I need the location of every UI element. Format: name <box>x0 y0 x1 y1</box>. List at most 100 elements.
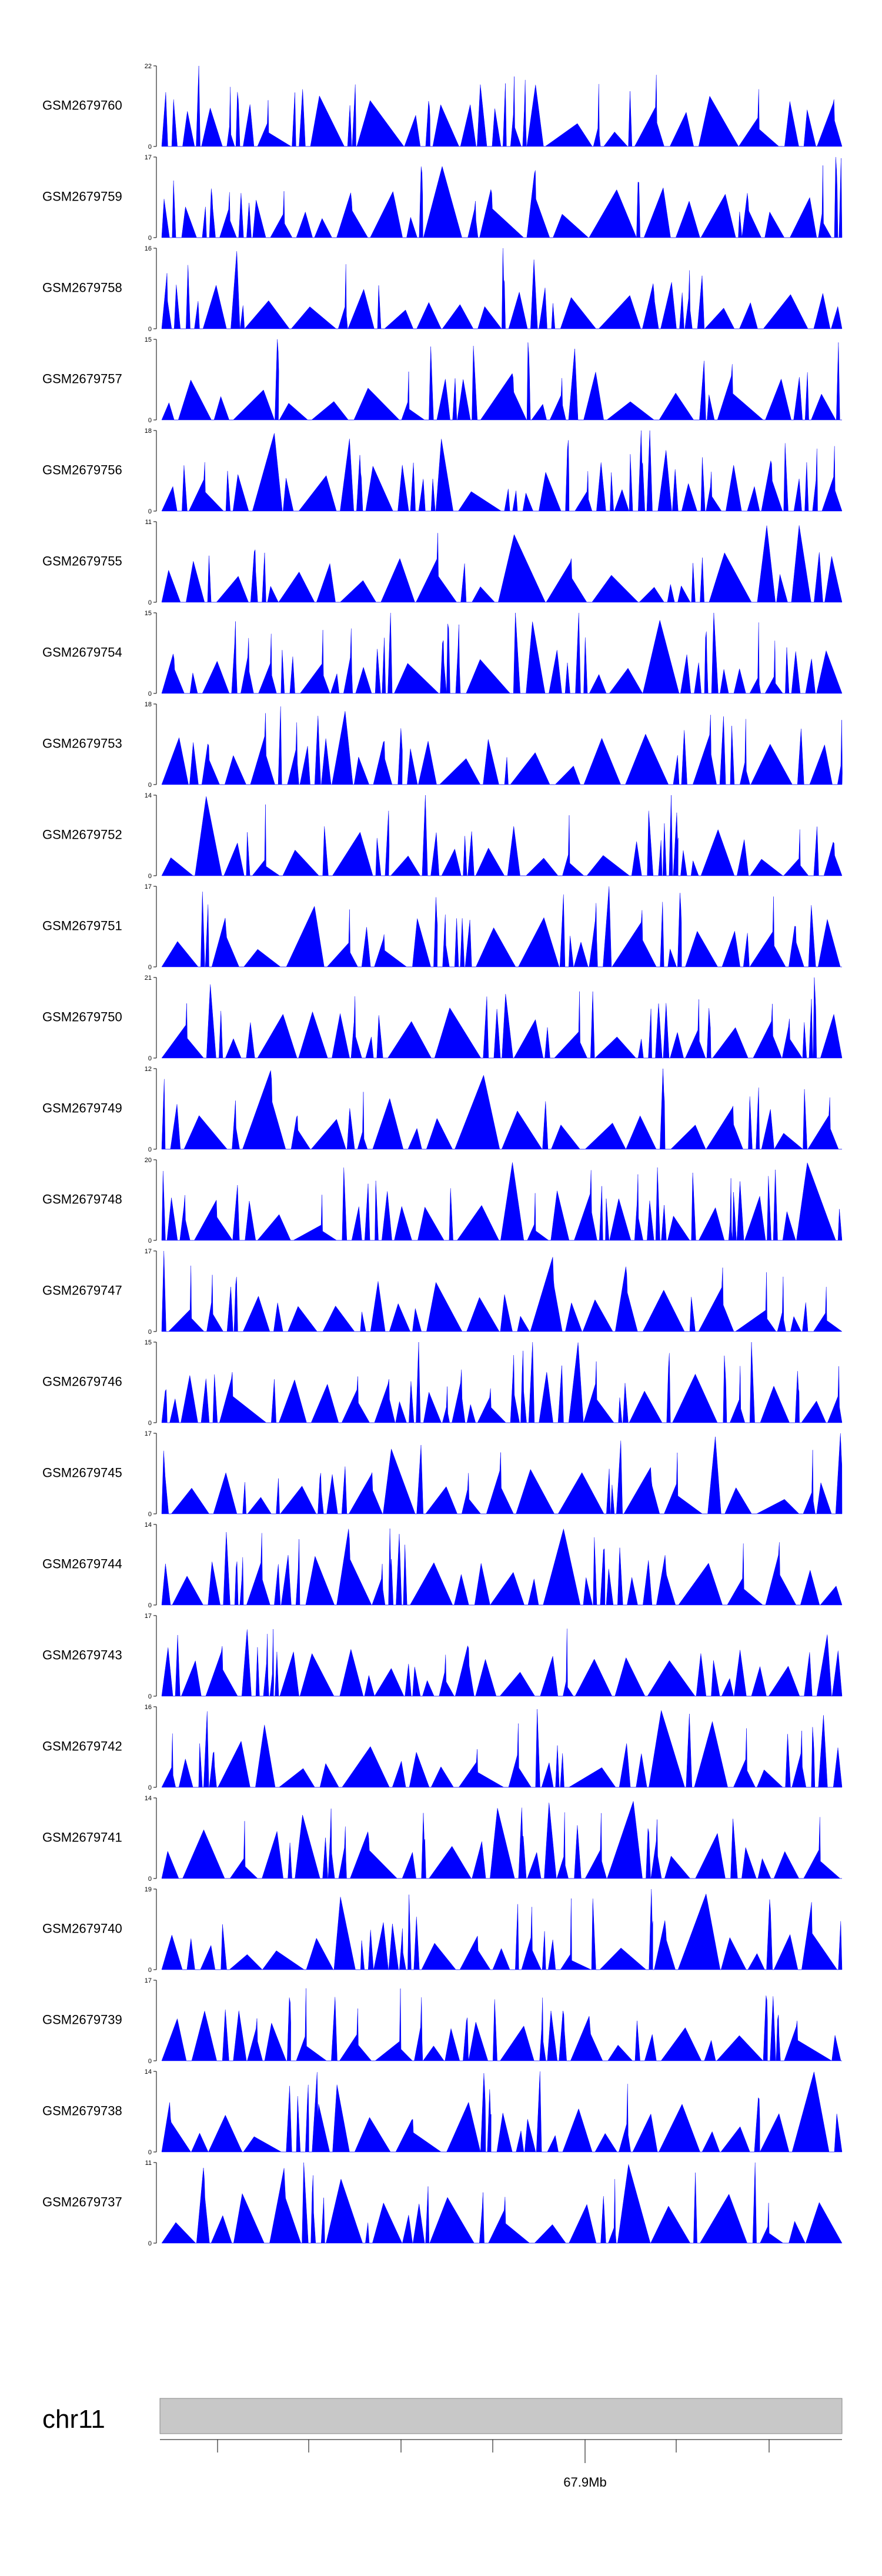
track-label: GSM2679756 <box>42 462 122 477</box>
track-label: GSM2679757 <box>42 371 122 386</box>
coverage-area <box>161 1888 843 1970</box>
coverage-area <box>161 1068 842 1150</box>
track-GSM2679741: GSM2679741 14 0 <box>42 1795 842 1883</box>
track-GSM2679748: GSM2679748 20 0 <box>42 1157 843 1244</box>
y-min-label: 0 <box>148 873 152 880</box>
coverage-area <box>161 1250 843 1332</box>
coverage-area <box>161 1988 842 2061</box>
track-label: GSM2679744 <box>42 1556 122 1571</box>
track-GSM2679750: GSM2679750 21 0 <box>42 975 843 1062</box>
coverage-area <box>161 525 843 603</box>
track-GSM2679746: GSM2679746 15 0 <box>42 1339 843 1427</box>
y-max-label: 17 <box>145 154 152 161</box>
y-min-label: 0 <box>148 1146 152 1153</box>
y-max-label: 12 <box>145 1066 152 1073</box>
y-max-label: 11 <box>145 2160 152 2167</box>
track-label: GSM2679759 <box>42 189 122 203</box>
coverage-area <box>161 156 843 238</box>
track-label: GSM2679743 <box>42 1647 122 1662</box>
y-max-label: 14 <box>145 1795 152 1802</box>
track-GSM2679752: GSM2679752 14 0 <box>42 792 843 880</box>
y-min-label: 0 <box>148 2058 152 2065</box>
y-max-label: 22 <box>145 63 152 70</box>
tracks-group: GSM2679760220GSM2679759170GSM2679758160G… <box>42 63 843 2247</box>
coverage-area <box>161 1629 843 1697</box>
coverage-area <box>161 795 843 876</box>
track-label: GSM2679742 <box>42 1739 122 1753</box>
track-GSM2679760: GSM2679760 22 0 <box>42 63 843 151</box>
y-min-label: 0 <box>148 1784 152 1791</box>
chromosome-band <box>159 2398 843 2434</box>
track-GSM2679759: GSM2679759 17 0 <box>42 154 843 242</box>
y-max-label: 15 <box>145 1339 152 1346</box>
y-min-label: 0 <box>148 1602 152 1609</box>
track-GSM2679739: GSM2679739 17 0 <box>42 1977 842 2065</box>
y-max-label: 21 <box>145 975 152 982</box>
coverage-area <box>161 248 843 329</box>
y-max-label: 20 <box>145 1157 152 1164</box>
y-max-label: 14 <box>145 792 152 799</box>
track-GSM2679749: GSM2679749 12 0 <box>42 1066 842 1153</box>
coverage-area <box>161 1801 842 1879</box>
y-min-label: 0 <box>148 690 152 698</box>
y-max-label: 18 <box>145 701 152 708</box>
coverage-area <box>161 1433 843 1514</box>
coverage-area <box>161 430 843 512</box>
track-GSM2679755: GSM2679755 11 0 <box>42 519 843 606</box>
track-GSM2679742: GSM2679742 16 0 <box>42 1704 843 1791</box>
track-GSM2679754: GSM2679754 15 0 <box>42 610 843 698</box>
coverage-area <box>161 2162 843 2244</box>
track-label: GSM2679745 <box>42 1465 122 1480</box>
y-min-label: 0 <box>148 508 152 515</box>
position-label: 67.9Mb <box>563 2475 606 2490</box>
coverage-area <box>161 1162 843 1241</box>
track-GSM2679740: GSM2679740 19 0 <box>42 1886 843 1974</box>
coverage-area <box>161 612 843 694</box>
y-min-label: 0 <box>148 599 152 606</box>
track-label: GSM2679749 <box>42 1100 122 1115</box>
track-label: GSM2679748 <box>42 1192 122 1206</box>
y-min-label: 0 <box>148 1237 152 1244</box>
chromosome-label: chr11 <box>42 2405 105 2434</box>
track-label: GSM2679760 <box>42 98 122 112</box>
track-GSM2679757: GSM2679757 15 0 <box>42 336 842 424</box>
track-GSM2679737: GSM2679737 11 0 <box>42 2160 843 2247</box>
track-label: GSM2679755 <box>42 553 122 568</box>
track-label: GSM2679750 <box>42 1009 122 1024</box>
coverage-area <box>161 2071 843 2153</box>
y-min-label: 0 <box>148 1967 152 1974</box>
track-label: GSM2679741 <box>42 1830 122 1844</box>
coverage-area <box>161 1528 843 1606</box>
y-min-label: 0 <box>148 1693 152 1700</box>
track-label: GSM2679751 <box>42 918 122 933</box>
y-min-label: 0 <box>148 964 152 971</box>
coverage-area <box>161 1342 843 1423</box>
track-GSM2679756: GSM2679756 18 0 <box>42 428 843 515</box>
track-GSM2679747: GSM2679747 17 0 <box>42 1248 843 1336</box>
y-min-label: 0 <box>148 235 152 242</box>
y-max-label: 17 <box>145 1248 152 1255</box>
track-GSM2679753: GSM2679753 18 0 <box>42 701 843 789</box>
track-label: GSM2679739 <box>42 2012 122 2027</box>
track-label: GSM2679754 <box>42 645 122 659</box>
y-max-label: 19 <box>145 1886 152 1893</box>
y-max-label: 17 <box>145 1977 152 1984</box>
position-axis <box>160 2439 842 2463</box>
track-label: GSM2679740 <box>42 1921 122 1936</box>
coverage-area <box>161 706 843 785</box>
track-GSM2679738: GSM2679738 14 0 <box>42 2068 843 2156</box>
y-max-label: 17 <box>145 883 152 890</box>
coverage-area <box>161 977 843 1059</box>
track-label: GSM2679737 <box>42 2194 122 2209</box>
y-min-label: 0 <box>148 1876 152 1883</box>
y-min-label: 0 <box>148 2240 152 2247</box>
y-max-label: 16 <box>145 1704 152 1711</box>
coverage-area <box>161 1709 843 1788</box>
y-max-label: 17 <box>145 1613 152 1620</box>
track-label: GSM2679747 <box>42 1283 122 1297</box>
track-GSM2679751: GSM2679751 17 0 <box>42 883 842 971</box>
y-max-label: 15 <box>145 336 152 343</box>
y-max-label: 11 <box>145 519 152 526</box>
y-min-label: 0 <box>148 1420 152 1427</box>
